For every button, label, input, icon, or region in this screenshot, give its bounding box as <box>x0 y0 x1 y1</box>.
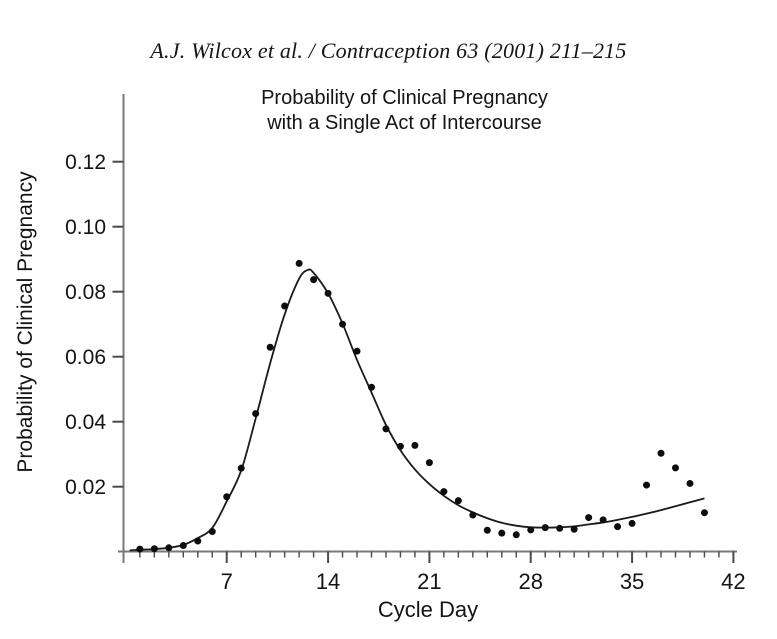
data-point-day-6 <box>208 528 216 536</box>
x-tick-label: 28 <box>518 569 542 594</box>
x-axis-label: Cycle Day <box>377 597 479 622</box>
data-point-day-40 <box>700 509 708 517</box>
data-point-day-3 <box>165 544 173 552</box>
data-point-day-7 <box>223 493 231 501</box>
data-point-day-26 <box>498 529 506 537</box>
data-point-day-33 <box>599 516 607 524</box>
y-tick-label: 0.06 <box>65 346 106 369</box>
data-point-day-39 <box>686 479 694 487</box>
data-point-day-21 <box>425 459 433 467</box>
data-point-day-10 <box>266 343 274 351</box>
data-point-day-22 <box>440 488 448 496</box>
data-point-day-8 <box>237 464 245 472</box>
y-ticks <box>112 160 124 488</box>
data-point-day-17 <box>367 383 375 391</box>
data-point-day-14 <box>324 289 332 297</box>
axes <box>118 94 737 563</box>
y-tick-label: 0.04 <box>65 411 106 434</box>
data-point-day-29 <box>541 524 549 532</box>
data-point-day-32 <box>585 514 593 522</box>
y-tick-labels: 0.02 0.04 0.06 0.08 0.10 0.12 <box>65 151 106 499</box>
x-tick-labels: 7 14 21 28 35 42 <box>221 569 746 594</box>
data-point-day-35 <box>628 519 636 527</box>
fitted-curve-line <box>129 268 705 552</box>
data-point-day-5 <box>194 537 202 545</box>
data-point-day-9 <box>252 410 260 418</box>
chart-title-line2: with a Single Act of Intercourse <box>267 112 542 134</box>
data-point-day-12 <box>295 259 303 267</box>
x-tick-label: 21 <box>417 569 441 594</box>
data-point-day-31 <box>570 525 578 533</box>
data-point-day-13 <box>310 276 318 284</box>
x-tick-label: 14 <box>316 569 340 594</box>
observed-points <box>136 259 708 553</box>
data-point-day-19 <box>396 442 404 450</box>
data-point-day-34 <box>614 523 622 531</box>
y-tick-label: 0.02 <box>65 476 106 499</box>
x-tick-label: 35 <box>620 569 644 594</box>
y-tick-label: 0.08 <box>65 281 106 304</box>
x-tick-label: 42 <box>721 569 745 594</box>
chart-title: Probability of Clinical Pregnancy with a… <box>16 86 777 136</box>
data-point-day-15 <box>339 320 347 328</box>
data-point-day-20 <box>411 441 419 449</box>
data-point-day-27 <box>512 531 520 539</box>
data-point-day-16 <box>353 347 361 355</box>
x-tick-label: 7 <box>221 569 233 594</box>
data-point-day-25 <box>483 526 491 534</box>
data-point-day-23 <box>454 497 462 505</box>
journal-running-head: A.J. Wilcox et al. / Contraception 63 (2… <box>150 38 627 63</box>
data-point-day-37 <box>657 449 665 457</box>
data-point-day-1 <box>136 545 144 553</box>
y-tick-label: 0.12 <box>65 151 106 174</box>
chart-title-line1: Probability of Clinical Pregnancy <box>261 87 548 109</box>
data-point-day-28 <box>527 526 535 534</box>
data-point-day-38 <box>671 464 679 472</box>
fitted-curve <box>129 268 705 552</box>
data-point-day-36 <box>643 481 651 489</box>
data-point-day-30 <box>556 524 564 532</box>
data-point-day-4 <box>179 542 187 550</box>
data-point-day-2 <box>150 545 158 553</box>
data-point-day-18 <box>382 425 390 433</box>
data-point-day-11 <box>281 302 289 310</box>
data-point-day-24 <box>469 511 477 519</box>
y-tick-label: 0.10 <box>65 216 106 239</box>
x-ticks <box>139 551 735 563</box>
